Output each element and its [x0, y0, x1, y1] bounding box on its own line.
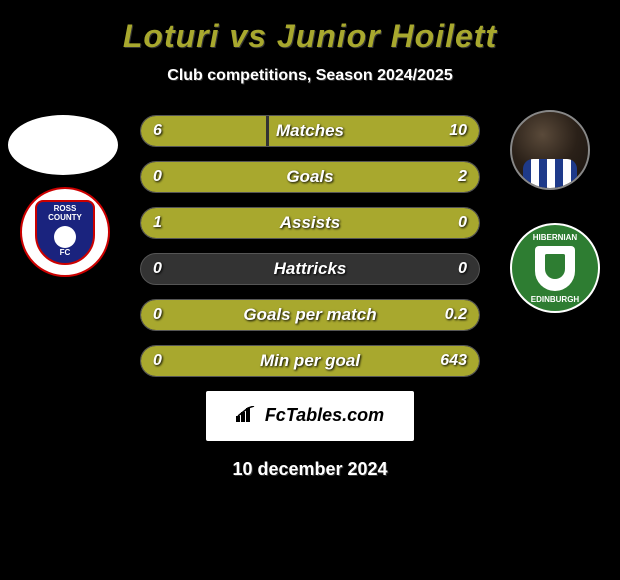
stat-label: Goals per match: [243, 305, 376, 325]
stat-row-assists: 1 Assists 0: [140, 207, 480, 239]
stat-right-value: 2: [458, 168, 467, 186]
club-left-shield: ROSS COUNTY FC: [35, 200, 95, 265]
club-left-line2: COUNTY: [48, 213, 82, 222]
stat-row-goals: 0 Goals 2: [140, 161, 480, 193]
player-right-avatar: [510, 110, 590, 190]
footer: FcTables.com 10 december 2024: [0, 391, 620, 480]
date-text: 10 december 2024: [0, 459, 620, 480]
club-right-line2: EDINBURGH: [531, 295, 579, 304]
club-left-ball-icon: [54, 226, 76, 248]
stat-left-value: 0: [153, 306, 162, 324]
stat-label: Matches: [276, 121, 344, 141]
stat-left-value: 1: [153, 214, 162, 232]
stat-left-value: 6: [153, 122, 162, 140]
club-right-shield-icon: [535, 246, 575, 291]
stat-label: Hattricks: [274, 259, 347, 279]
stat-row-gpm: 0 Goals per match 0.2: [140, 299, 480, 331]
stat-left-value: 0: [153, 168, 162, 186]
stat-row-hattricks: 0 Hattricks 0: [140, 253, 480, 285]
stats-list: 6 Matches 10 0 Goals 2 1 Assists 0 0 Hat…: [140, 115, 480, 377]
subtitle: Club competitions, Season 2024/2025: [0, 67, 620, 85]
stat-label: Assists: [280, 213, 340, 233]
stat-row-mpg: 0 Min per goal 643: [140, 345, 480, 377]
chart-icon: [236, 406, 256, 427]
content-area: ROSS COUNTY FC HIBERNIAN EDINBURGH 6 Mat…: [0, 115, 620, 480]
stat-left-value: 0: [153, 352, 162, 370]
stat-label: Goals: [286, 167, 333, 187]
club-left-line1: ROSS: [54, 204, 77, 213]
stat-row-matches: 6 Matches 10: [140, 115, 480, 147]
club-right-line1: HIBERNIAN: [533, 233, 577, 242]
brand-text: FcTables.com: [265, 405, 384, 425]
comparison-card: Loturi vs Junior Hoilett Club competitio…: [0, 0, 620, 490]
stat-right-value: 0.2: [445, 306, 467, 324]
stat-right-value: 10: [449, 122, 467, 140]
stat-right-value: 0: [458, 214, 467, 232]
stat-right-value: 0: [458, 260, 467, 278]
brand-badge: FcTables.com: [206, 391, 414, 441]
club-left-badge: ROSS COUNTY FC: [20, 187, 110, 277]
club-right-badge: HIBERNIAN EDINBURGH: [510, 223, 600, 313]
stat-right-value: 643: [440, 352, 467, 370]
stat-label: Min per goal: [260, 351, 360, 371]
club-left-line3: FC: [60, 248, 71, 257]
player-left-avatar: [8, 115, 118, 175]
stat-left-value: 0: [153, 260, 162, 278]
page-title: Loturi vs Junior Hoilett: [0, 18, 620, 55]
